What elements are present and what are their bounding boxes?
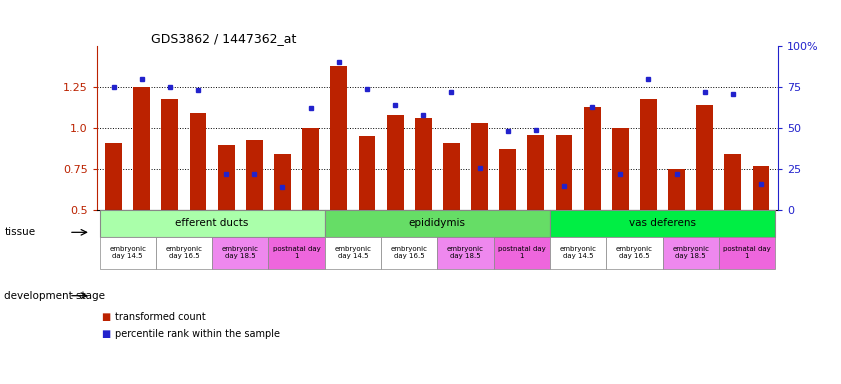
Bar (696, 105, 713, 210)
Bar (640, 99, 657, 210)
Bar (437, 237, 494, 269)
Bar (606, 237, 663, 269)
Bar (556, 135, 573, 210)
Text: postnatal day
1: postnatal day 1 (723, 246, 771, 259)
Bar (719, 237, 775, 269)
Bar (443, 143, 460, 210)
Text: development stage: development stage (4, 291, 105, 301)
Text: embryonic
day 18.5: embryonic day 18.5 (447, 246, 484, 259)
Text: percentile rank within the sample: percentile rank within the sample (115, 329, 280, 339)
Bar (668, 169, 685, 210)
Bar (134, 87, 151, 210)
Bar (500, 149, 516, 210)
Text: embryonic
day 16.5: embryonic day 16.5 (166, 246, 203, 259)
Bar (325, 237, 381, 269)
Bar (99, 237, 156, 269)
Bar (494, 237, 550, 269)
Bar (724, 154, 741, 210)
Text: transformed count: transformed count (115, 312, 206, 322)
Bar (550, 237, 606, 269)
Bar (99, 210, 325, 237)
Bar (268, 237, 325, 269)
Text: vas deferens: vas deferens (629, 218, 696, 228)
Text: postnatal day
1: postnatal day 1 (498, 246, 546, 259)
Bar (156, 237, 212, 269)
Bar (584, 107, 600, 210)
Bar (753, 166, 770, 210)
Bar (302, 128, 319, 210)
Text: embryonic
day 14.5: embryonic day 14.5 (109, 246, 146, 259)
Text: GDS3862 / 1447362_at: GDS3862 / 1447362_at (151, 32, 297, 45)
Bar (415, 118, 431, 210)
Bar (663, 237, 719, 269)
Text: embryonic
day 14.5: embryonic day 14.5 (559, 246, 596, 259)
Bar (358, 136, 375, 210)
Bar (189, 113, 207, 210)
Bar (218, 144, 235, 210)
Bar (246, 140, 262, 210)
Text: efferent ducts: efferent ducts (176, 218, 249, 228)
Bar (387, 115, 404, 210)
Bar (471, 123, 488, 210)
Text: postnatal day
1: postnatal day 1 (272, 246, 320, 259)
Bar (325, 210, 550, 237)
Bar (527, 135, 544, 210)
Text: embryonic
day 16.5: embryonic day 16.5 (616, 246, 653, 259)
Text: tissue: tissue (4, 227, 35, 237)
Bar (550, 210, 775, 237)
Text: embryonic
day 16.5: embryonic day 16.5 (391, 246, 428, 259)
Text: ■: ■ (101, 312, 110, 322)
Text: embryonic
day 18.5: embryonic day 18.5 (672, 246, 709, 259)
Bar (161, 99, 178, 210)
Bar (105, 143, 122, 210)
Bar (331, 66, 347, 210)
Bar (612, 128, 629, 210)
Bar (381, 237, 437, 269)
Bar (274, 154, 291, 210)
Text: ■: ■ (101, 329, 110, 339)
Text: embryonic
day 18.5: embryonic day 18.5 (222, 246, 259, 259)
Text: epididymis: epididymis (409, 218, 466, 228)
Text: embryonic
day 14.5: embryonic day 14.5 (335, 246, 372, 259)
Bar (212, 237, 268, 269)
